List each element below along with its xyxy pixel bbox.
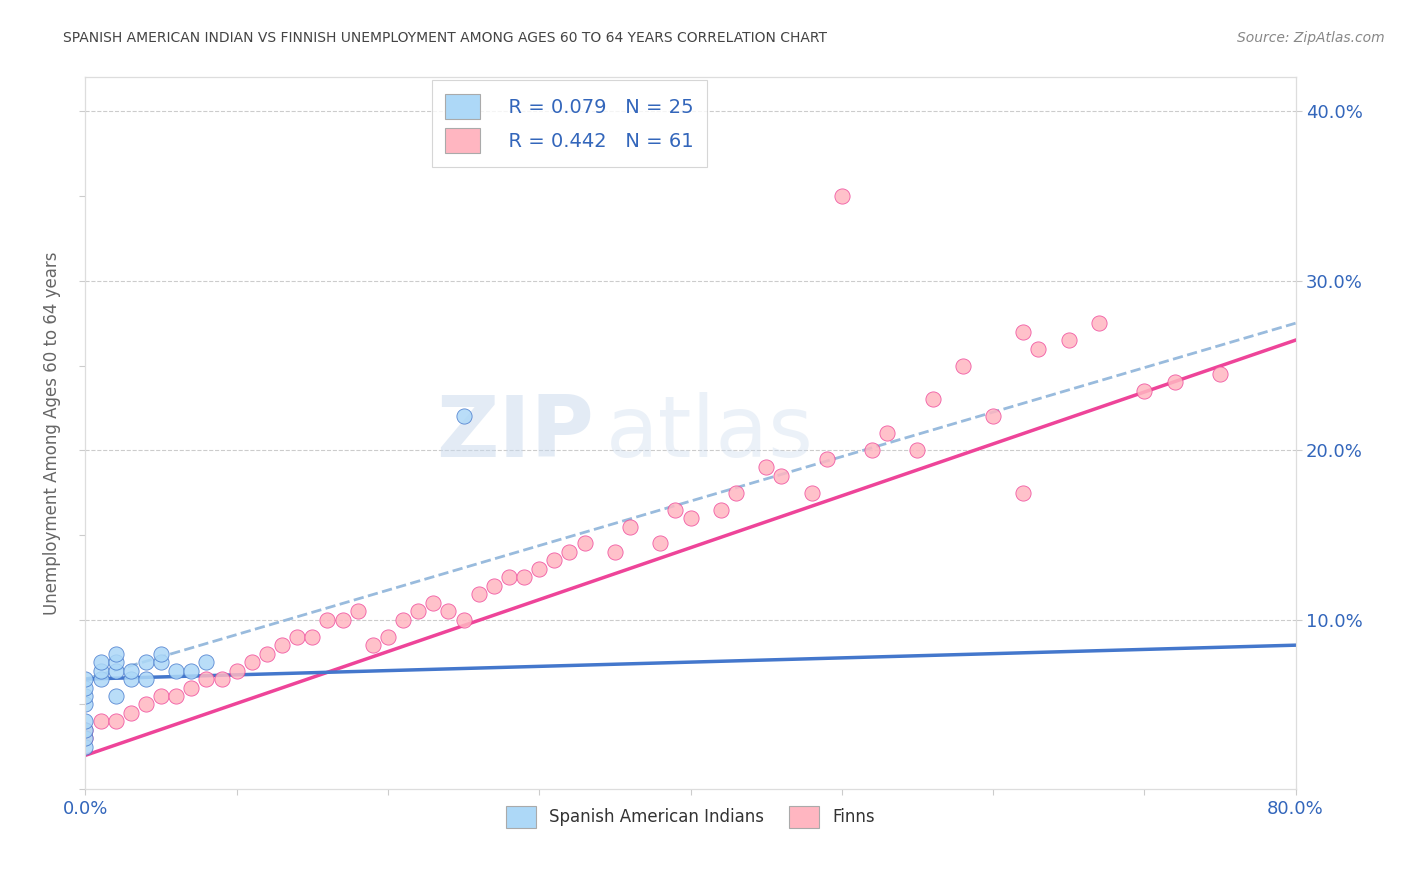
Point (104, 664, 127, 678)
Point (150, 655, 173, 669)
Point (75, 731, 97, 746)
Point (1012, 325, 1035, 339)
Point (165, 664, 187, 678)
Point (558, 545, 581, 559)
Point (75, 714, 97, 729)
Point (150, 647, 173, 661)
Point (1209, 367, 1232, 381)
Point (120, 672, 142, 686)
Point (180, 664, 202, 678)
Point (75, 689, 97, 703)
Point (467, 587, 489, 601)
Text: ZIP: ZIP (436, 392, 593, 475)
Point (120, 706, 142, 720)
Point (135, 655, 157, 669)
Y-axis label: Unemployment Among Ages 60 to 64 years: Unemployment Among Ages 60 to 64 years (44, 252, 60, 615)
Point (498, 570, 520, 584)
Point (75, 672, 97, 686)
Point (361, 638, 384, 652)
Point (180, 681, 202, 695)
Point (1012, 485, 1035, 500)
Point (75, 681, 97, 695)
Point (529, 562, 551, 576)
Point (543, 553, 565, 567)
Point (815, 451, 838, 466)
Point (664, 502, 686, 516)
Point (1163, 376, 1185, 390)
Point (860, 443, 883, 458)
Point (755, 460, 778, 475)
Point (195, 672, 218, 686)
Point (679, 511, 702, 525)
Point (75, 731, 97, 746)
Point (422, 596, 444, 610)
Point (332, 613, 354, 627)
Point (90, 655, 112, 669)
Point (75, 723, 97, 737)
Point (1088, 316, 1111, 330)
Point (135, 672, 157, 686)
Point (135, 698, 157, 712)
Point (710, 502, 733, 516)
Point (406, 604, 429, 618)
Point (104, 647, 127, 661)
Point (75, 723, 97, 737)
Point (285, 630, 308, 644)
Point (346, 604, 368, 618)
Point (90, 672, 112, 686)
Point (952, 359, 974, 373)
Point (574, 536, 596, 550)
Point (104, 655, 127, 669)
Text: atlas: atlas (606, 392, 814, 475)
Point (437, 604, 460, 618)
Point (225, 664, 247, 678)
Point (619, 519, 641, 533)
Legend: Spanish American Indians, Finns: Spanish American Indians, Finns (499, 799, 882, 834)
Point (256, 647, 278, 661)
Point (165, 689, 187, 703)
Point (876, 426, 898, 441)
Point (90, 664, 112, 678)
Point (1057, 333, 1080, 347)
Point (1028, 342, 1050, 356)
Text: SPANISH AMERICAN INDIAN VS FINNISH UNEMPLOYMENT AMONG AGES 60 TO 64 YEARS CORREL: SPANISH AMERICAN INDIAN VS FINNISH UNEMP… (63, 31, 827, 45)
Point (770, 468, 793, 483)
Point (392, 613, 415, 627)
Point (301, 630, 323, 644)
Point (195, 655, 218, 669)
Text: Source: ZipAtlas.com: Source: ZipAtlas.com (1237, 31, 1385, 45)
Point (211, 672, 233, 686)
Point (377, 630, 399, 644)
Point (603, 545, 626, 559)
Point (104, 689, 127, 703)
Point (120, 664, 142, 678)
Point (482, 579, 505, 593)
Point (316, 613, 339, 627)
Point (271, 638, 294, 652)
Point (650, 536, 672, 550)
Point (905, 443, 928, 458)
Point (75, 739, 97, 754)
Point (800, 485, 823, 500)
Point (90, 714, 112, 729)
Point (453, 409, 475, 424)
Point (1133, 384, 1156, 398)
Point (240, 655, 263, 669)
Point (724, 485, 747, 500)
Point (513, 570, 536, 584)
Point (104, 714, 127, 729)
Point (981, 409, 1004, 424)
Point (453, 613, 475, 627)
Point (150, 689, 173, 703)
Point (921, 392, 943, 407)
Point (831, 189, 853, 203)
Point (75, 698, 97, 712)
